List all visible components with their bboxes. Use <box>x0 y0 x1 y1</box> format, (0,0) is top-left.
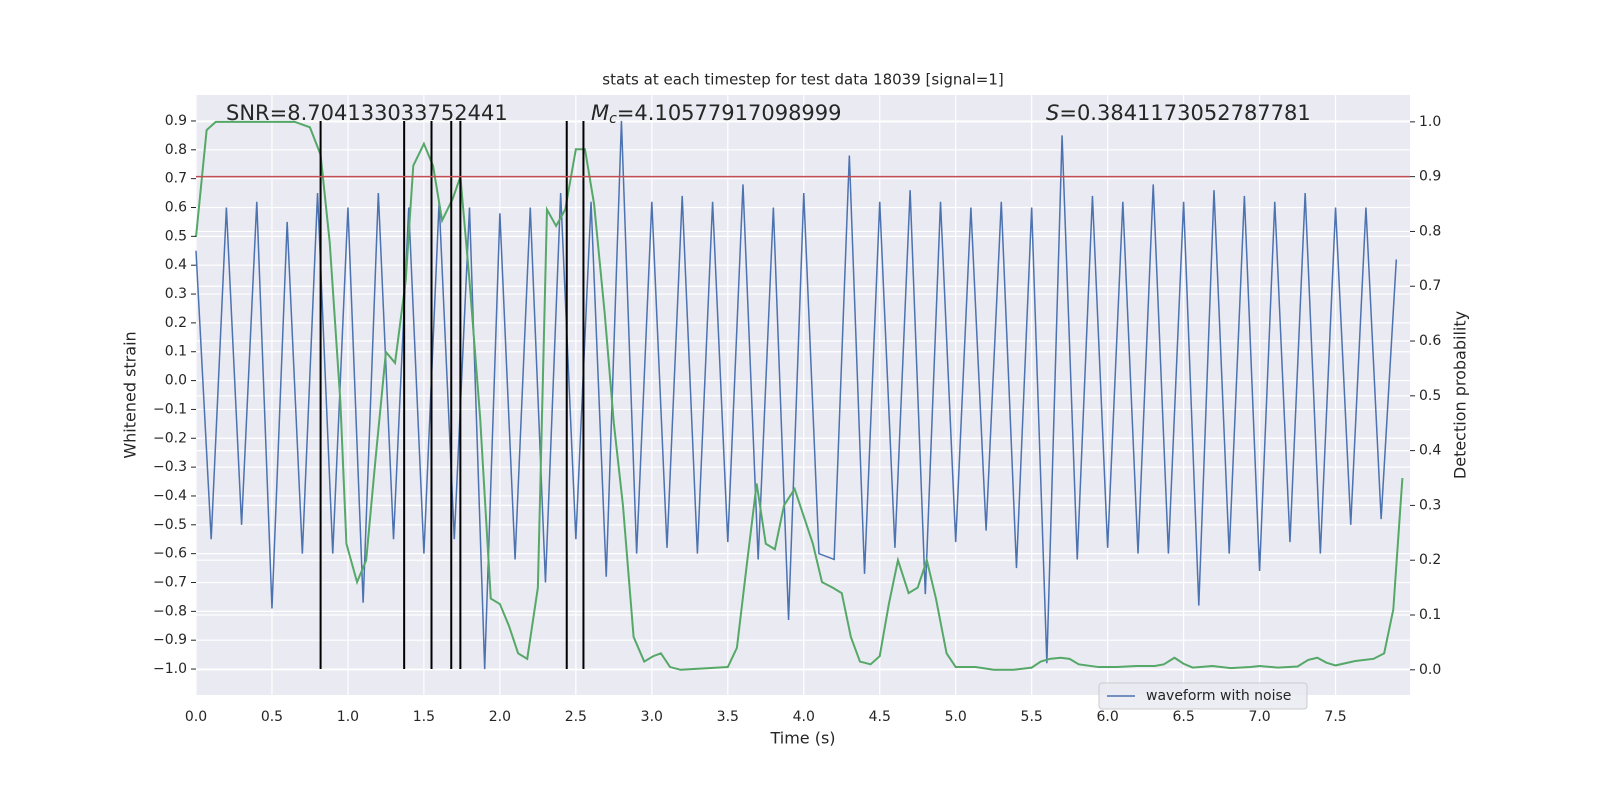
x-tick-label: 2.5 <box>565 709 587 725</box>
plot-area <box>196 95 1410 695</box>
x-tick-label: 4.5 <box>869 709 891 725</box>
annotation: S=0.3841173052787781 <box>1046 101 1311 125</box>
x-tick-label: 1.5 <box>413 709 435 725</box>
y-tick-label: −0.9 <box>153 632 187 648</box>
y2-tick-label: 0.2 <box>1419 552 1441 568</box>
x-tick-label: 4.0 <box>793 709 815 725</box>
annotation-text: =4.10577917098999 <box>617 101 842 125</box>
annotation-text: =0.3841173052787781 <box>1059 101 1310 125</box>
y-tick-label: 0.3 <box>165 286 187 302</box>
y-tick-label: −0.1 <box>153 401 187 417</box>
x-tick-label: 6.5 <box>1172 709 1194 725</box>
y2-tick-label: 0.0 <box>1419 662 1441 678</box>
x-tick-label: 1.0 <box>337 709 359 725</box>
x-tick-label: 0.0 <box>185 709 207 725</box>
y-tick-label: −0.2 <box>153 430 187 446</box>
series-line <box>195 120 1404 671</box>
annotation-symbol: M <box>591 101 609 125</box>
y-tick-label: −0.4 <box>153 488 187 504</box>
y-tick-label: −0.5 <box>153 517 187 533</box>
x-axis-label: Time (s) <box>769 729 835 748</box>
x-tick-label: 3.0 <box>641 709 663 725</box>
y2-tick-label: 0.4 <box>1419 443 1441 459</box>
y-axis-label: Whitened strain <box>121 331 140 458</box>
x-tick-label: 0.5 <box>261 709 283 725</box>
y2-tick-label: 0.8 <box>1419 223 1441 239</box>
y2-tick-label: 0.6 <box>1419 333 1441 349</box>
x-tick-label: 2.0 <box>489 709 511 725</box>
y-tick-label: 0.0 <box>165 373 187 389</box>
y-tick-label: 0.8 <box>165 142 187 158</box>
marks <box>195 120 1410 671</box>
labels: 0.0 0.5 1.0 1.5 2.0 2.5 3.0 3.5 4.0 4.5 5.0 5.5 6.0 6… <box>153 113 1441 725</box>
y2-axis-label: Detection probability <box>1451 311 1470 479</box>
y-tick-label: −0.3 <box>153 459 187 475</box>
y-tick-label: 0.5 <box>165 228 187 244</box>
y-tick-label: 0.1 <box>165 344 187 360</box>
x-tick-label: 3.5 <box>717 709 739 725</box>
grid <box>195 95 1410 695</box>
x-tick-label: 6.0 <box>1097 709 1119 725</box>
y-tick-label: 0.6 <box>165 200 187 216</box>
legend-box <box>1098 682 1308 710</box>
y-tick-label: −0.6 <box>153 546 187 562</box>
y-tick-label: −0.7 <box>153 575 187 591</box>
y2-tick-label: 0.9 <box>1419 169 1441 185</box>
y-tick-label: −1.0 <box>153 661 187 677</box>
y2-tick-label: 0.1 <box>1419 607 1441 623</box>
x-tick-label: 5.5 <box>1021 709 1043 725</box>
y-tick-label: −0.8 <box>153 603 187 619</box>
x-tick-label: 7.5 <box>1324 709 1346 725</box>
y-tick-label: 0.4 <box>165 257 187 273</box>
y2-tick-label: 0.7 <box>1419 278 1441 294</box>
series-line <box>195 120 1398 670</box>
y-tick-label: 0.7 <box>165 171 187 187</box>
annotation-symbol: S <box>1046 101 1059 125</box>
y-tick-label: 0.9 <box>165 113 187 129</box>
chart-title: stats at each timestep for test data 180… <box>602 71 1003 89</box>
legend: waveform with noise <box>1098 682 1308 710</box>
x-tick-label: 5.0 <box>945 709 967 725</box>
y2-tick-label: 1.0 <box>1419 114 1441 130</box>
legend-label: waveform with noise <box>1146 688 1291 704</box>
y-tick-label: 0.2 <box>165 315 187 331</box>
annotation-subscript: c <box>609 111 617 127</box>
annotation: Mc=4.10577917098999 <box>591 101 842 127</box>
x-tick-label: 7.0 <box>1248 709 1270 725</box>
y2-tick-label: 0.5 <box>1419 388 1441 404</box>
annotation: SNR=8.704133033752441 <box>226 101 508 125</box>
y2-tick-label: 0.3 <box>1419 497 1441 513</box>
